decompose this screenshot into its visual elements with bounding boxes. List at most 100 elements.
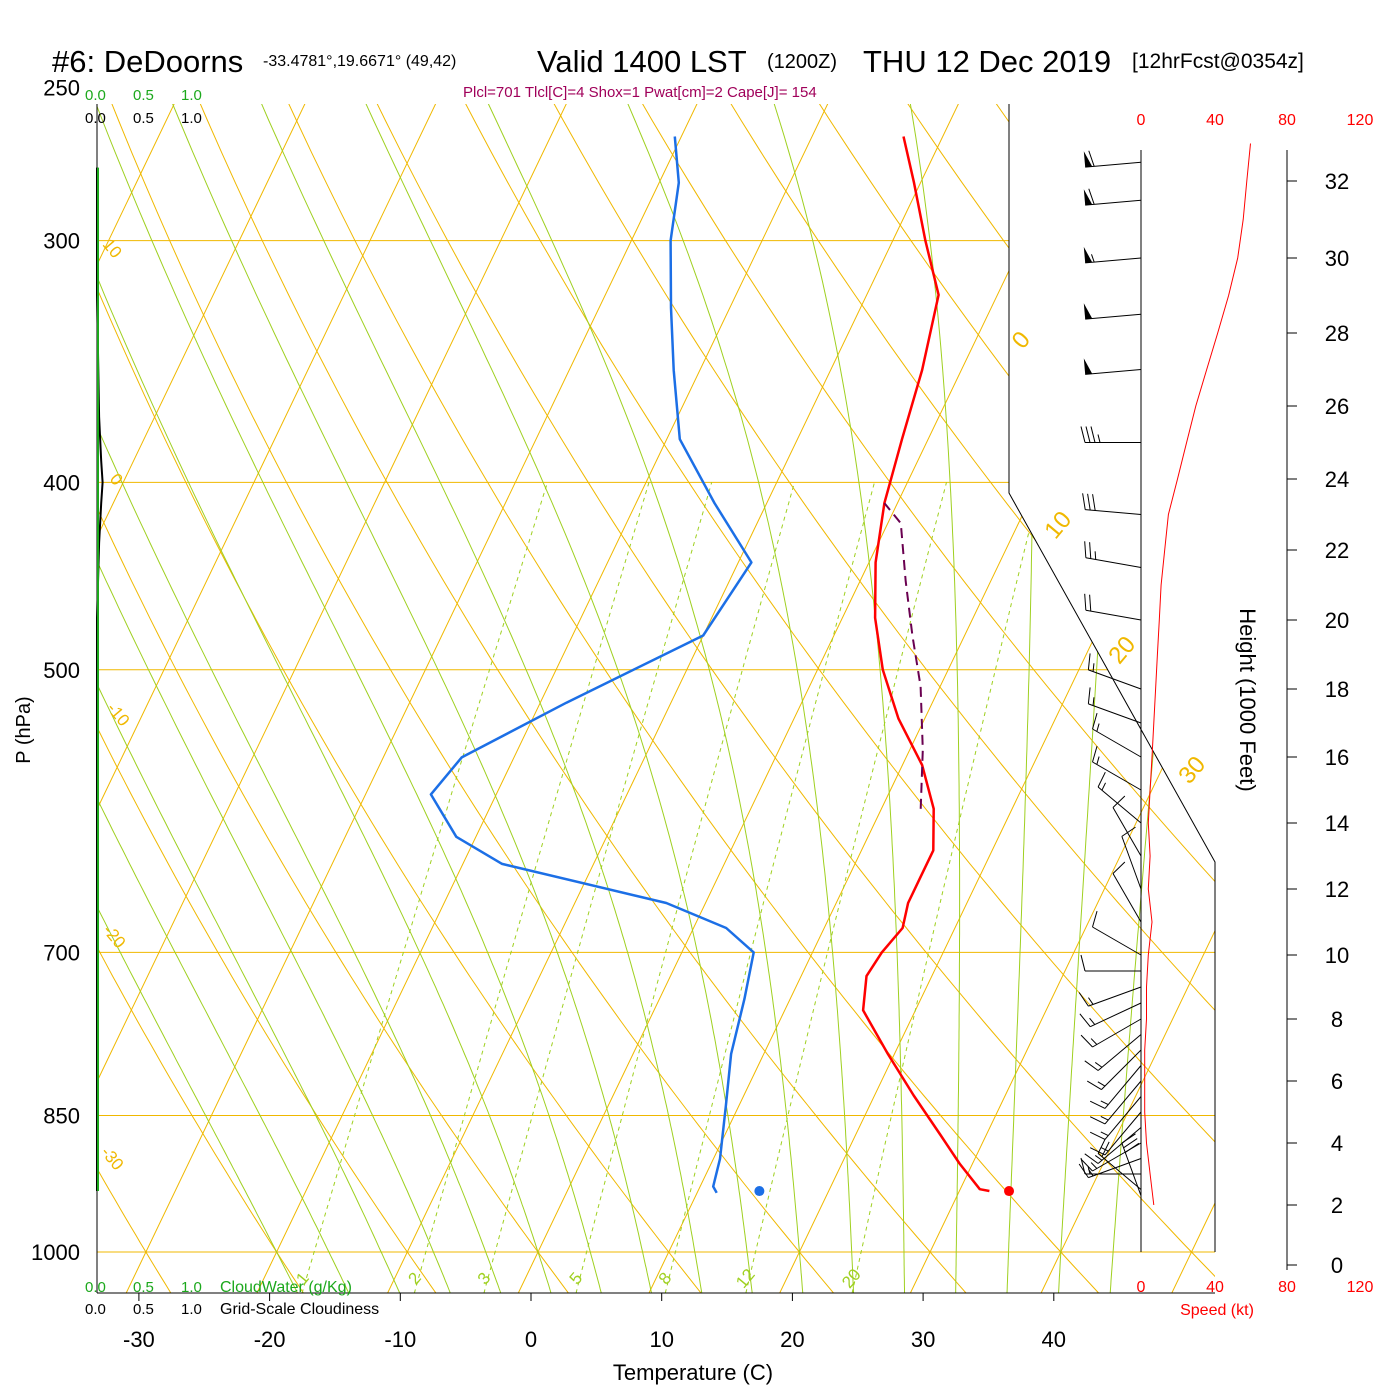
height-axis-title: Height (1000 Feet) <box>1235 608 1260 791</box>
height-tick-label: 6 <box>1331 1069 1343 1094</box>
isotherm <box>779 104 1215 1293</box>
mixing-ratio-line <box>299 482 548 1293</box>
wind-barb-flag <box>1088 188 1095 205</box>
wind-barb-flag <box>1090 426 1096 443</box>
pressure-tick-label: 250 <box>43 76 80 101</box>
wind-barb-pennant <box>1083 358 1093 375</box>
x-axis-title: Temperature (C) <box>613 1360 773 1385</box>
isotherm-edge-label: -30 <box>97 1143 127 1174</box>
dry-adiabat-label: 10 <box>1039 506 1077 544</box>
speed-axis-title: Speed (kt) <box>1180 1302 1254 1319</box>
x-tick-label: 30 <box>911 1327 935 1352</box>
wind-barb-flag <box>1080 426 1086 443</box>
wind-barb-flag <box>1085 426 1091 443</box>
isotherm <box>1040 104 1215 1293</box>
cloud-tick-bottom-green-0: 0.0 <box>85 1279 106 1296</box>
wind-barb-half-flag <box>1090 1162 1098 1169</box>
wind-barb <box>1121 826 1142 890</box>
valid-zulu: (1200Z) <box>767 51 837 73</box>
height-tick-label: 10 <box>1325 943 1349 968</box>
wind-barb-staff <box>1085 609 1142 621</box>
wind-barb <box>1080 1142 1142 1172</box>
wind-barb-staff <box>1085 509 1142 515</box>
moist-adiabat <box>1006 104 1034 1293</box>
wind-barb-pennant <box>1083 303 1093 320</box>
wind-barb <box>1092 911 1142 956</box>
wind-barb-half-flag <box>1090 1038 1098 1045</box>
mixing-ratio-label: 3 <box>474 1269 495 1288</box>
height-tick-label: 20 <box>1325 608 1349 633</box>
x-tick-label: 20 <box>780 1327 804 1352</box>
wind-barb <box>1087 1049 1142 1091</box>
speed-tick-bottom: 0 <box>1137 1279 1146 1296</box>
sounding-lines <box>429 136 1015 1197</box>
speed-tick-top: 80 <box>1278 112 1296 129</box>
wind-barb-flag <box>1084 1060 1099 1071</box>
x-tick-label: 10 <box>649 1327 673 1352</box>
wind-barb-flag <box>1084 593 1087 611</box>
speed-tick-top: 0 <box>1137 112 1146 129</box>
wind-barb-flag <box>1079 1013 1091 1027</box>
wind-barb <box>1083 358 1142 375</box>
dewpoint-line <box>429 136 755 1194</box>
dry-adiabat <box>1134 104 1215 1293</box>
wind-barb-staff <box>1088 703 1142 724</box>
isotherm <box>97 104 592 1293</box>
wind-barb-staff <box>1097 1034 1142 1071</box>
isotherm-edge-label: -20 <box>99 921 129 952</box>
cloud-tick-top-black-0: 0.0 <box>85 110 106 127</box>
cloud-tick-bottom-green-2: 1.0 <box>181 1279 202 1296</box>
wind-barb-half-flag <box>1100 1116 1109 1121</box>
wind-barb <box>1084 593 1142 621</box>
wind-barb-flag <box>1087 493 1091 511</box>
wind-barb-flag <box>1087 1080 1102 1091</box>
mixing-ratio-label: 5 <box>566 1269 587 1288</box>
wind-barb <box>1089 1096 1142 1140</box>
wind-barb-flag <box>1089 1116 1106 1125</box>
surface-dewpoint-marker <box>754 1186 765 1197</box>
wind-barb <box>1084 1127 1142 1164</box>
wind-barb-flag <box>1088 150 1095 167</box>
height-tick-label: 30 <box>1325 246 1349 271</box>
isotherm <box>125 104 722 1293</box>
moist-adiabat <box>97 104 604 1293</box>
mixing-ratio-label: 8 <box>655 1269 676 1288</box>
wind-barb-half-flag <box>1094 551 1097 560</box>
cloud-tick-top-green-2: 1.0 <box>181 87 202 104</box>
isotherm-edge-label: 10 <box>99 235 126 262</box>
speed-tick-bottom: 80 <box>1278 1279 1296 1296</box>
wind-barb-pennant <box>1083 189 1093 206</box>
wind-barb-staff <box>1085 199 1142 206</box>
x-tick-label: 40 <box>1042 1327 1066 1352</box>
mixing-ratio-line <box>573 482 795 1293</box>
dry-adiabat <box>0 53 43 1301</box>
height-tick-label: 26 <box>1325 394 1349 419</box>
pressure-tick-label: 850 <box>43 1103 80 1128</box>
dry-adiabat <box>265 104 1107 1293</box>
wind-barb <box>1083 246 1142 264</box>
wind-barb-flag <box>1092 494 1096 511</box>
wind-barb-flag <box>1087 687 1091 704</box>
dry-adiabat <box>613 104 1215 1293</box>
mixing-ratio-line <box>849 482 1042 1293</box>
cloud-tick-top-green-0: 0.0 <box>85 87 106 104</box>
forecast-info: [12hrFcst@0354z] <box>1132 50 1304 73</box>
wind-barb-half-flag <box>1088 1168 1094 1177</box>
wind-barb-flag <box>1080 1034 1093 1048</box>
wind-barb <box>1080 1018 1142 1048</box>
valid-date: THU 12 Dec 2019 <box>863 44 1111 79</box>
wind-barb-staff <box>1088 986 1142 1007</box>
mixing-ratio-line <box>662 482 875 1293</box>
wind-barb <box>1089 1065 1142 1109</box>
wind-barb-staff <box>1085 557 1142 568</box>
wind-barb-staff <box>1088 669 1142 690</box>
isotherm <box>909 104 1215 1293</box>
wind-barb-flag <box>1080 954 1086 972</box>
moist-adiabat <box>605 104 855 1293</box>
pressure-tick-label: 300 <box>43 229 80 254</box>
wind-barb-half-flag <box>1096 756 1100 765</box>
wind-barb-flag <box>1112 861 1126 874</box>
wind-barb-staff <box>1104 1080 1142 1125</box>
moist-adiabat <box>756 104 906 1293</box>
